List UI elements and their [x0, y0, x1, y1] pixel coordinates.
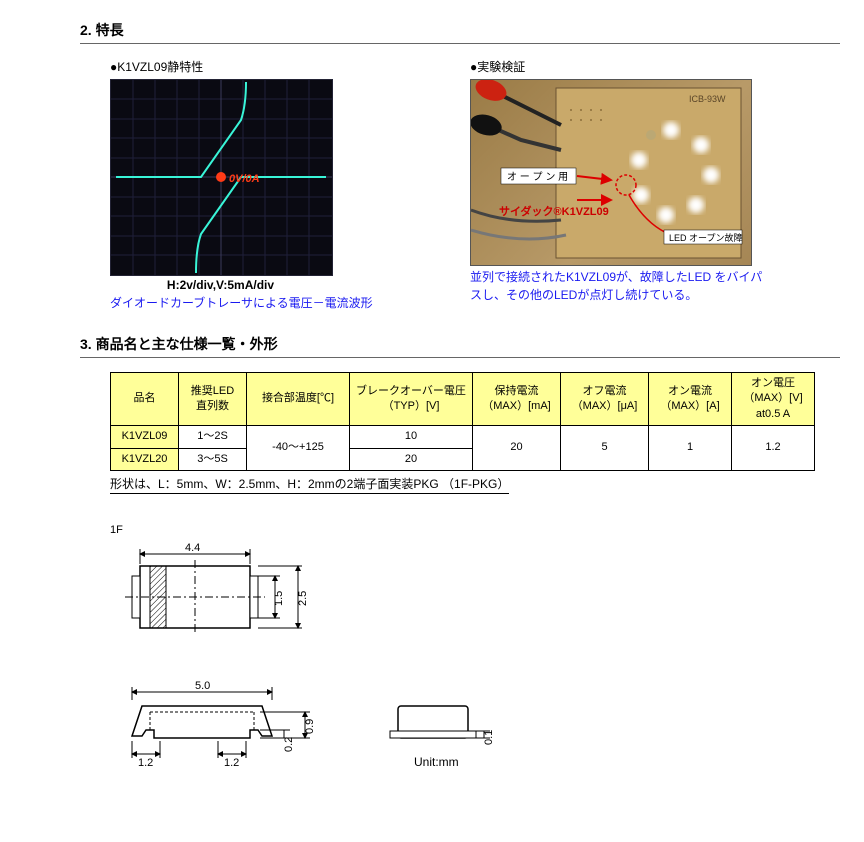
svg-text:1.2: 1.2: [138, 757, 153, 769]
scope-caption: ダイオードカーブトレーサによる電圧－電流波形: [110, 294, 390, 312]
cell-vbo: 10: [350, 426, 473, 448]
feature-scope: ●K1VZL09静特性: [110, 58, 390, 312]
package-svg: 4.4 1.5 2.5: [110, 536, 510, 796]
svg-text:オ ー プ ン 用: オ ー プ ン 用: [507, 171, 568, 183]
experiment-svg: ICB-93W: [471, 80, 751, 265]
svg-text:1.2: 1.2: [224, 757, 239, 769]
cell-name: K1VZL09: [111, 426, 179, 448]
cell-led: 1～2S: [179, 426, 247, 448]
svg-text:0.1: 0.1: [483, 730, 495, 745]
package-name: 1F: [110, 524, 510, 536]
col-von: オン電圧 （MAX）[V] at0.5 A: [732, 373, 815, 426]
section-3: 3. 商品名と主な仕様一覧・外形 品名 推奨LED 直列数 接合部温度[℃] ブ…: [80, 334, 840, 799]
oscilloscope-image: 0V/0A: [110, 79, 333, 276]
col-name: 品名: [111, 373, 179, 426]
experiment-photo: ICB-93W: [470, 79, 752, 266]
svg-text:0.9: 0.9: [304, 719, 316, 734]
svg-text:1.5: 1.5: [273, 591, 285, 606]
cell-led: 3～5S: [179, 448, 247, 470]
svg-text:サイダック®K1VZL09: サイダック®K1VZL09: [499, 204, 609, 218]
col-led: 推奨LED 直列数: [179, 373, 247, 426]
section-2-heading: 2. 特長: [80, 20, 840, 44]
table-row: K1VZL09 1～2S -40～+125 10 20 5 1 1.2: [111, 426, 815, 448]
svg-text:2.5: 2.5: [297, 591, 309, 606]
cell-temp: -40～+125: [247, 426, 350, 471]
package-drawing: 1F 4.4: [110, 524, 510, 799]
cell-vbo: 20: [350, 448, 473, 470]
col-temp: 接合部温度[℃]: [247, 373, 350, 426]
svg-text:4.4: 4.4: [185, 542, 200, 554]
scope-title: ●K1VZL09静特性: [110, 58, 390, 75]
scope-axis-label: H:2v/div,V:5mA/div: [110, 278, 331, 292]
table-header-row: 品名 推奨LED 直列数 接合部温度[℃] ブレークオーバー電圧 （TYP）[V…: [111, 373, 815, 426]
package-note: 形状は、L：5mm、W：2.5mm、H：2mmの2端子面実装PKG （1F-PK…: [110, 475, 509, 494]
section-3-heading: 3. 商品名と主な仕様一覧・外形: [80, 334, 840, 358]
cell-ion: 1: [649, 426, 732, 471]
spec-table: 品名 推奨LED 直列数 接合部温度[℃] ブレークオーバー電圧 （TYP）[V…: [110, 372, 815, 471]
experiment-title: ●実験検証: [470, 58, 770, 75]
scope-svg: 0V/0A: [111, 80, 332, 275]
feature-experiment: ●実験検証 ICB-93W: [470, 58, 770, 312]
cell-ioff: 5: [561, 426, 649, 471]
col-ion: オン電流 （MAX）[A]: [649, 373, 732, 426]
cell-name: K1VZL20: [111, 448, 179, 470]
experiment-caption: 並列で接続されたK1VZL09が、故障したLED をバイパスし、その他のLEDが…: [470, 268, 770, 304]
svg-text:LED オープン故障: LED オープン故障: [669, 232, 742, 243]
svg-text:5.0: 5.0: [195, 680, 210, 692]
svg-text:ICB-93W: ICB-93W: [689, 94, 726, 104]
cell-von: 1.2: [732, 426, 815, 471]
svg-text:Unit:mm: Unit:mm: [414, 755, 459, 769]
cell-ih: 20: [473, 426, 561, 471]
svg-text:0.2: 0.2: [283, 737, 295, 752]
col-ih: 保持電流 （MAX）[mA]: [473, 373, 561, 426]
col-ioff: オフ電流 （MAX）[μA]: [561, 373, 649, 426]
features-row: ●K1VZL09静特性: [110, 58, 840, 312]
svg-text:0V/0A: 0V/0A: [229, 173, 260, 185]
col-vbo: ブレークオーバー電圧 （TYP）[V]: [350, 373, 473, 426]
